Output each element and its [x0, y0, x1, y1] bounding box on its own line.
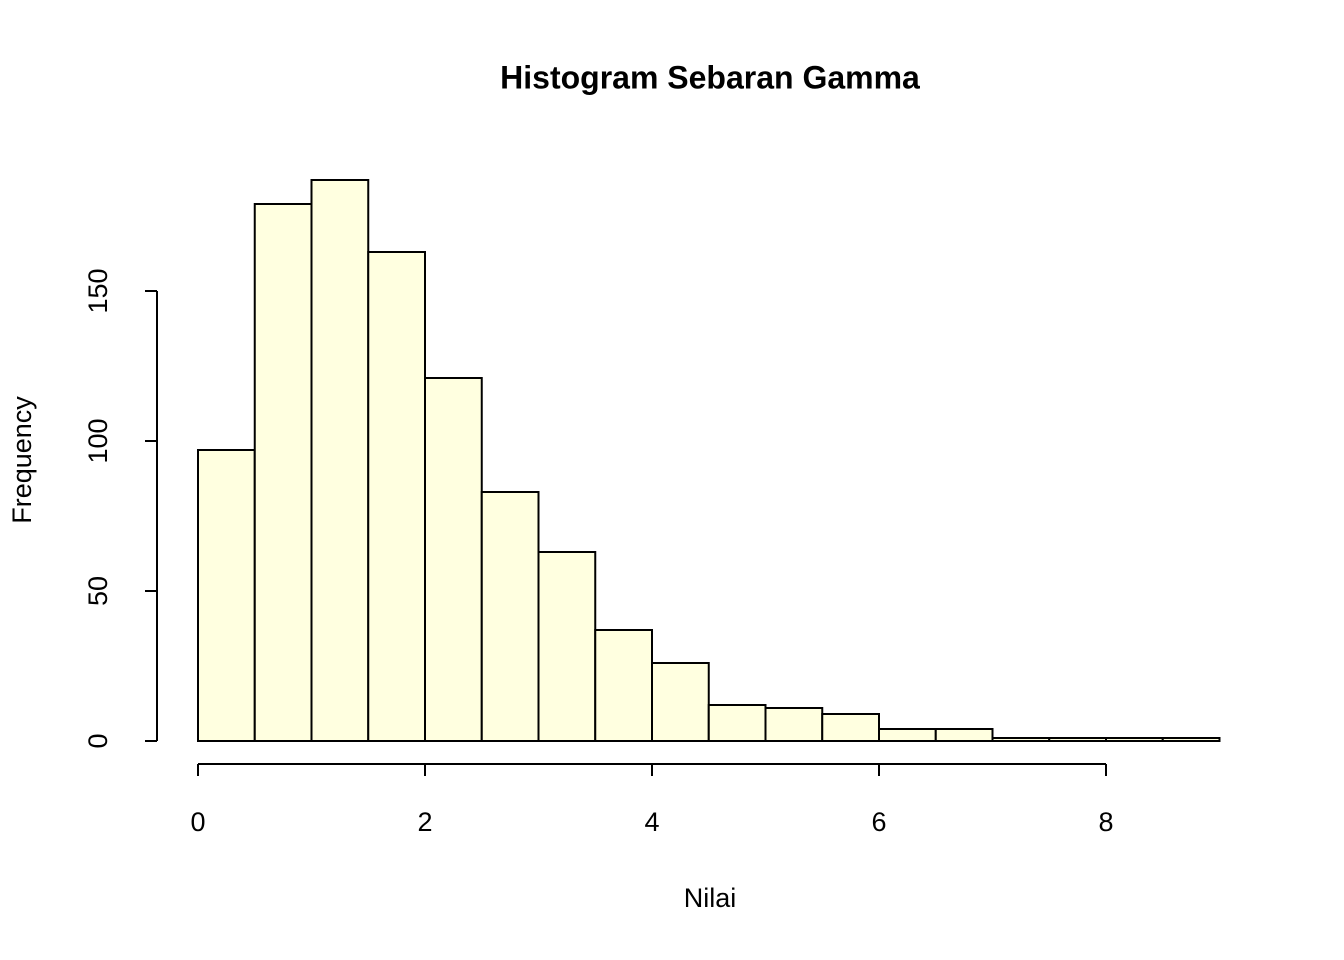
y-tick-label: 50: [83, 576, 113, 606]
chart-title: Histogram Sebaran Gamma: [500, 59, 920, 95]
bar: [1161, 737, 1221, 742]
x-tick-label: 2: [417, 807, 432, 837]
y-axis-label: Frequency: [7, 396, 37, 524]
x-tick-label: 4: [644, 807, 659, 837]
bar: [707, 704, 767, 742]
bar: [878, 728, 937, 742]
bar: [1048, 737, 1107, 742]
bar: [253, 203, 313, 742]
x-tick-label: 8: [1098, 807, 1113, 837]
bar: [651, 662, 710, 742]
y-tick-label: 150: [83, 268, 113, 313]
bar: [991, 737, 1051, 742]
bar: [1105, 737, 1164, 742]
bar: [821, 713, 880, 742]
y-tick-label: 0: [83, 733, 113, 748]
x-axis-label: Nilai: [684, 883, 737, 913]
bar: [424, 377, 483, 742]
x-tick-label: 0: [190, 807, 205, 837]
bar: [310, 179, 370, 742]
bar: [594, 629, 653, 742]
bar: [197, 449, 256, 742]
y-tick-label: 100: [83, 418, 113, 463]
bar: [537, 551, 597, 742]
bar: [934, 728, 994, 742]
bar: [367, 251, 426, 742]
bar: [480, 491, 540, 742]
bar: [764, 707, 824, 742]
x-tick-label: 6: [871, 807, 886, 837]
